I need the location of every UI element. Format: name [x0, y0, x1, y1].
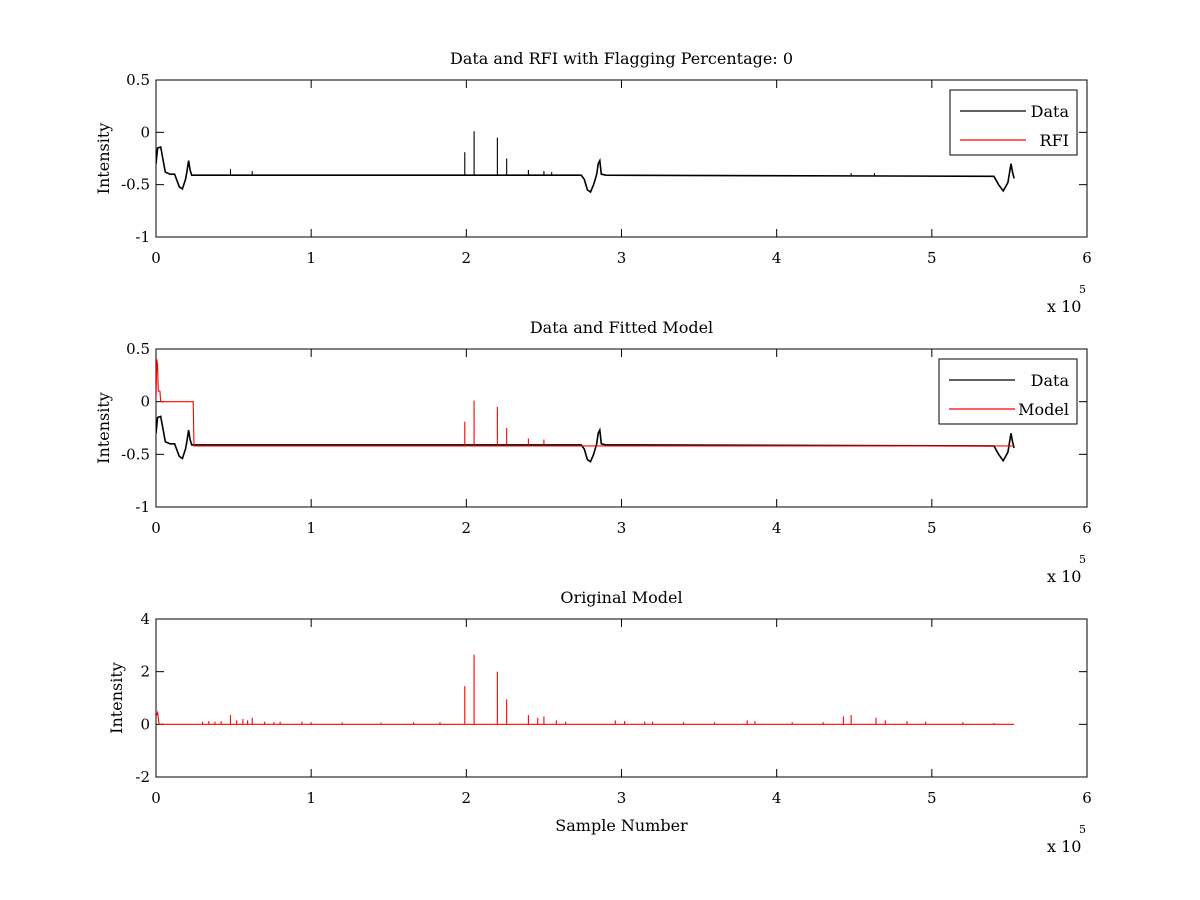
- chart-title: Data and Fitted Model: [530, 318, 713, 337]
- x-tick-label: 0: [151, 519, 161, 537]
- x-tick-label: 3: [617, 249, 627, 267]
- x-tick-label: 4: [772, 789, 782, 807]
- y-tick-label: 4: [140, 610, 150, 628]
- x-tick-label: 3: [617, 789, 627, 807]
- legend: Data Model: [938, 358, 1078, 425]
- legend: Data RFI: [949, 89, 1078, 156]
- series-line-data: [156, 415, 1015, 463]
- series-line-model: [156, 359, 1015, 447]
- legend-label: Data: [1031, 102, 1070, 121]
- x-tick-label: 3: [617, 519, 627, 537]
- x-tick-label: 0: [151, 789, 161, 807]
- x-tick-label: 2: [462, 789, 472, 807]
- x-tick-label: 1: [306, 789, 316, 807]
- y-tick-label: 0: [140, 715, 150, 733]
- x-multiplier: x 10: [1047, 837, 1081, 856]
- y-tick-label: 0: [140, 123, 150, 141]
- x-tick-label: 5: [927, 519, 937, 537]
- chart-title: Original Model: [560, 588, 682, 607]
- x-tick-label: 5: [927, 249, 937, 267]
- y-axis-label: Intensity: [94, 123, 113, 195]
- x-tick-label: 4: [772, 519, 782, 537]
- x-tick-label: 2: [462, 249, 472, 267]
- x-multiplier-exponent: 5: [1079, 283, 1086, 296]
- x-tick-label: 1: [306, 249, 316, 267]
- legend-label: Data: [1031, 371, 1070, 390]
- y-tick-label: -0.5: [121, 445, 150, 463]
- y-tick-label: 0: [140, 393, 150, 411]
- chart-title: Data and RFI with Flagging Percentage: 0: [450, 49, 793, 68]
- y-tick-label: 0.5: [126, 340, 150, 358]
- y-axis-label: Intensity: [107, 662, 126, 734]
- plot-area: [155, 618, 1088, 778]
- y-tick-label: -0.5: [121, 176, 150, 194]
- x-tick-label: 6: [1082, 249, 1092, 267]
- series-layer: [156, 131, 1015, 194]
- x-tick-label: 4: [772, 249, 782, 267]
- legend-box: [938, 358, 1078, 425]
- x-multiplier: x 10: [1047, 297, 1081, 316]
- legend-label: RFI: [1040, 131, 1069, 150]
- x-tick-label: 5: [927, 789, 937, 807]
- x-multiplier: x 10: [1047, 567, 1081, 586]
- legend-label: Model: [1018, 400, 1069, 419]
- y-tick-label: 2: [140, 663, 150, 681]
- x-axis-label: Sample Number: [555, 816, 688, 835]
- x-tick-label: 1: [306, 519, 316, 537]
- y-tick-label: 0.5: [126, 71, 150, 89]
- y-tick-label: -1: [135, 228, 150, 246]
- x-tick-label: 6: [1082, 789, 1092, 807]
- x-tick-label: 2: [462, 519, 472, 537]
- y-tick-label: -1: [135, 498, 150, 516]
- series-line-series: [156, 710, 1015, 725]
- legend-box: [949, 89, 1078, 156]
- series-layer: [156, 654, 1015, 725]
- y-tick-label: -2: [135, 768, 150, 786]
- x-tick-label: 0: [151, 249, 161, 267]
- y-axis-label: Intensity: [94, 392, 113, 464]
- series-line-data: [156, 145, 1015, 194]
- series-layer: [156, 359, 1015, 463]
- x-multiplier-exponent: 5: [1079, 823, 1086, 836]
- plot-area: [155, 348, 1088, 508]
- x-multiplier-exponent: 5: [1079, 553, 1086, 566]
- x-tick-label: 6: [1082, 519, 1092, 537]
- plot-area: [155, 79, 1088, 238]
